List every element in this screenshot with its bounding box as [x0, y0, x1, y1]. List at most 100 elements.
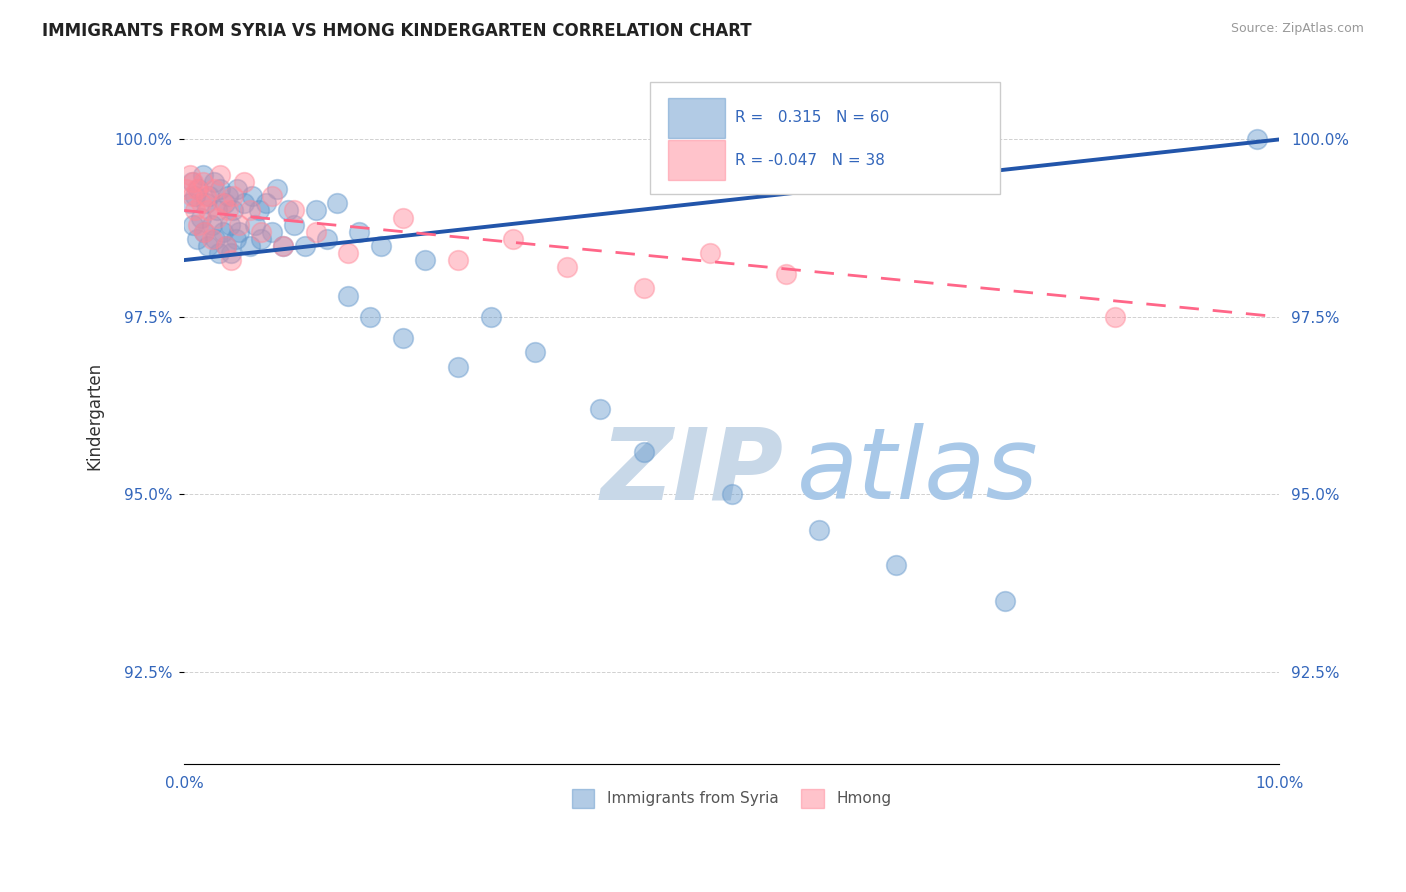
Point — [181, 218, 204, 232]
Point — [250, 225, 273, 239]
Text: ZIP: ZIP — [600, 424, 783, 520]
Point — [233, 175, 256, 189]
Point — [191, 175, 214, 189]
Point — [337, 246, 360, 260]
Point — [228, 218, 250, 232]
Point — [197, 239, 219, 253]
Point — [349, 225, 371, 239]
Point — [1104, 310, 1126, 324]
Point — [523, 345, 546, 359]
Point — [215, 239, 238, 253]
Point — [219, 218, 242, 232]
Point — [266, 182, 288, 196]
Point — [215, 239, 238, 253]
Point — [315, 232, 337, 246]
Point — [260, 225, 283, 239]
Legend: Immigrants from Syria, Hmong: Immigrants from Syria, Hmong — [564, 781, 900, 815]
Point — [247, 203, 270, 218]
Point — [304, 225, 326, 239]
Point — [214, 196, 236, 211]
FancyBboxPatch shape — [668, 140, 725, 180]
Point — [884, 558, 907, 573]
Point — [225, 232, 247, 246]
Point — [205, 211, 228, 225]
Point — [198, 189, 221, 203]
Point — [225, 182, 247, 196]
Point — [186, 182, 208, 196]
Point — [392, 211, 415, 225]
Point — [209, 182, 232, 196]
Point — [187, 182, 209, 196]
Point — [208, 246, 231, 260]
Point — [239, 239, 262, 253]
Point — [245, 218, 267, 232]
Point — [193, 225, 215, 239]
Point — [211, 225, 233, 239]
Point — [392, 331, 415, 345]
Point — [233, 196, 256, 211]
Point — [557, 260, 579, 275]
Point — [180, 189, 202, 203]
Point — [197, 203, 219, 218]
Point — [294, 239, 316, 253]
Point — [479, 310, 502, 324]
Point — [808, 523, 831, 537]
Point — [184, 189, 207, 203]
Point — [260, 189, 283, 203]
Text: atlas: atlas — [797, 424, 1039, 520]
Point — [775, 267, 797, 281]
Point — [195, 189, 218, 203]
Point — [447, 359, 470, 374]
Point — [447, 253, 470, 268]
Point — [195, 196, 218, 211]
Point — [240, 189, 263, 203]
FancyBboxPatch shape — [650, 82, 1000, 194]
Point — [228, 225, 250, 239]
Point — [190, 211, 212, 225]
Point — [211, 196, 233, 211]
Point — [589, 402, 612, 417]
Point — [1246, 132, 1268, 146]
Point — [326, 196, 349, 211]
Point — [186, 232, 208, 246]
Point — [204, 232, 226, 246]
Point — [221, 253, 243, 268]
Point — [179, 168, 201, 182]
Point — [221, 246, 243, 260]
Point — [181, 175, 204, 189]
Point — [180, 175, 202, 189]
Point — [209, 168, 232, 182]
Point — [633, 444, 655, 458]
Point — [699, 246, 721, 260]
Point — [205, 203, 228, 218]
Point — [271, 239, 294, 253]
Text: R =   0.315   N = 60: R = 0.315 N = 60 — [735, 111, 889, 126]
Point — [994, 593, 1017, 607]
Point — [633, 281, 655, 295]
Point — [277, 203, 299, 218]
Point — [176, 182, 198, 196]
Point — [222, 203, 245, 218]
Point — [179, 196, 201, 211]
Point — [283, 218, 305, 232]
Point — [254, 196, 277, 211]
Point — [502, 232, 524, 246]
Point — [250, 232, 273, 246]
Point — [200, 232, 222, 246]
Text: IMMIGRANTS FROM SYRIA VS HMONG KINDERGARTEN CORRELATION CHART: IMMIGRANTS FROM SYRIA VS HMONG KINDERGAR… — [42, 22, 752, 40]
Point — [217, 203, 239, 218]
Point — [370, 239, 392, 253]
Point — [193, 225, 215, 239]
Point — [217, 189, 239, 203]
FancyBboxPatch shape — [668, 98, 725, 138]
Point — [200, 218, 222, 232]
Point — [191, 168, 214, 182]
Text: R = -0.047   N = 38: R = -0.047 N = 38 — [735, 153, 884, 168]
Point — [202, 175, 225, 189]
Point — [187, 218, 209, 232]
Point — [271, 239, 294, 253]
Point — [720, 487, 742, 501]
Point — [304, 203, 326, 218]
Point — [202, 182, 225, 196]
Point — [413, 253, 436, 268]
